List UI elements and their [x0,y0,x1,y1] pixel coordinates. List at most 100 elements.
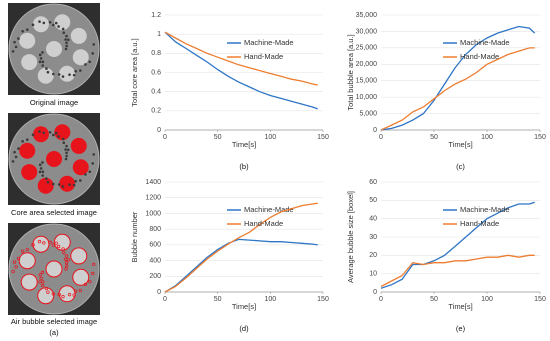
bubble [65,144,68,148]
y-axis-label: Total bubble area [a.u.] [346,34,355,110]
bubble [48,240,52,244]
bubble [51,133,55,137]
bubble [39,57,43,60]
y-tick-label: 25,000 [356,45,378,52]
bubble [61,137,65,141]
core [19,32,36,49]
x-axis-label: Time[s] [448,140,472,149]
bubble [64,261,69,265]
bubble [64,254,69,258]
bubble [64,267,68,271]
bubble [84,63,87,66]
bubble [38,60,42,64]
y-tick-label: 0 [373,289,377,296]
bubble [62,141,66,145]
bubble [11,50,15,53]
bubble [46,290,50,294]
y-tick-label: 0.6 [151,69,161,76]
panel-label: (a) [49,328,59,337]
bubble [62,31,66,35]
bubble [42,241,46,245]
bubble [41,64,45,67]
x-tick-label: 100 [264,134,276,141]
x-tick-label: 50 [214,296,222,303]
y-tick-label: 200 [149,273,161,280]
x-tick-label: 150 [534,296,546,303]
image-caption: Air bubble selected image [11,317,97,326]
x-tick-label: 150 [317,296,329,303]
bubble [88,60,92,64]
bubble [14,45,18,49]
bubble [65,264,69,268]
y-axis-label: Total core area [a.u.] [130,38,139,106]
bubble [12,260,17,264]
bubble [42,131,46,135]
bubble [25,247,29,252]
y-tick-label: 40 [369,216,377,223]
y-tick-label: 0 [157,289,161,296]
bubble [13,150,16,154]
bubble [68,73,71,76]
bubble [45,67,48,70]
core [46,41,62,57]
bubble [38,130,41,133]
bubble [46,70,50,74]
bubble [52,182,55,186]
y-tick-label: 10 [369,271,377,278]
core [37,67,54,84]
bubble [73,289,78,293]
y-tick-label: 0.2 [151,108,161,115]
y-tick-label: 0.8 [151,50,161,57]
bubble [38,20,41,23]
core [58,285,76,303]
y-tick-label: 0 [157,127,161,134]
bubble [61,75,65,78]
bubble [84,173,87,176]
legend-label: Hand-Made [244,219,283,228]
bubble [54,241,58,245]
bubble [61,247,65,251]
core [32,16,49,33]
legend-label: Machine-Made [460,205,510,214]
y-tick-label: 30 [369,234,377,241]
series-line [380,254,535,288]
legend-label: Machine-Made [244,38,294,47]
core [72,159,89,176]
bubble [51,292,55,296]
bubble [68,183,71,186]
bubble [38,170,42,174]
core [19,142,36,159]
y-tick-label: 5,000 [359,110,377,117]
bubble [91,271,95,276]
core [32,126,49,143]
bubble [46,180,50,184]
core [20,273,38,291]
bubble [64,148,67,151]
bubble [38,273,42,277]
core [59,175,76,192]
bubble [63,257,68,262]
bubble [41,280,45,284]
series-line [164,31,318,86]
core [72,268,90,286]
bubble [31,243,35,247]
bubble [61,185,65,188]
bubble [54,131,58,135]
bubble [72,183,76,187]
bubble [41,161,44,164]
bubble [39,167,43,170]
bubble [57,292,61,297]
y-tick-label: 1200 [145,195,161,202]
core [37,177,54,194]
x-tick-label: 50 [430,134,438,141]
bubble [38,53,42,57]
bubble [41,170,45,174]
y-tick-label: 60 [369,179,377,186]
legend-label: Machine-Made [244,205,294,214]
series-line [164,238,318,293]
bubble [57,25,60,28]
bubble [66,148,70,152]
bubble [51,243,55,247]
core [37,287,55,305]
core [21,164,38,181]
